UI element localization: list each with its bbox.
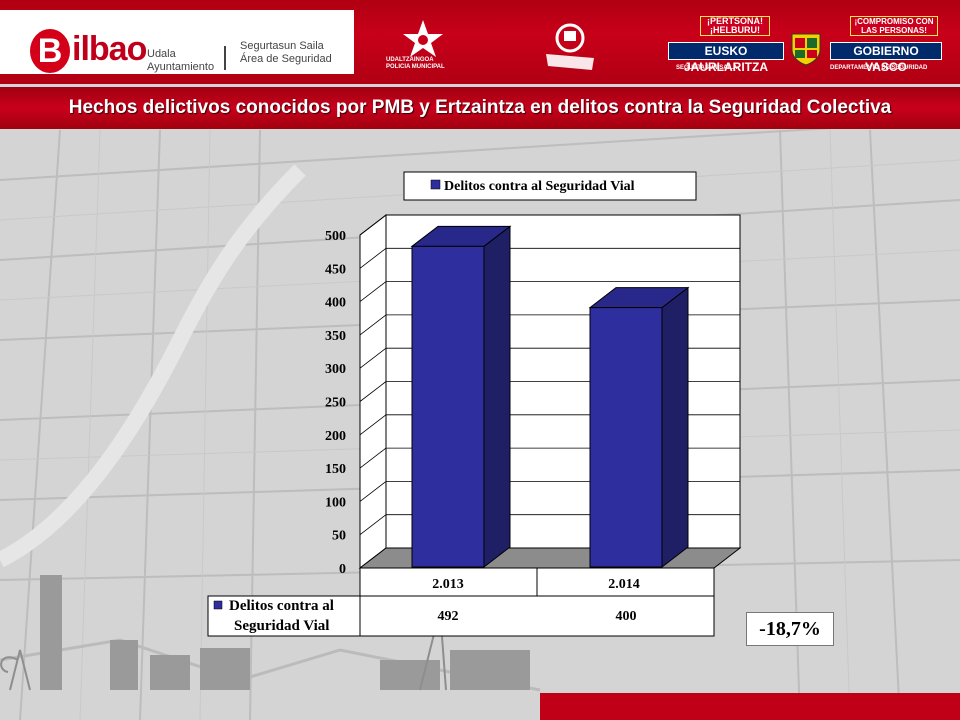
gobierno-vasco-label: GOBIERNO VASCO xyxy=(830,42,942,74)
percent-change-badge: -18,7% xyxy=(746,612,834,646)
bilbao-logo-letter: B xyxy=(30,29,70,73)
gridline-side-150 xyxy=(359,447,387,469)
gv-slogan-right: ¡COMPROMISO CON LAS PERSONAS! xyxy=(850,16,938,36)
table-value-2013: 492 xyxy=(438,609,459,624)
y-tick-label-50: 50 xyxy=(332,529,346,544)
police-line-1: UDALTZAINGOA xyxy=(386,57,434,63)
gv-slogan-left: ¡PERTSONA! ¡HELBURU! xyxy=(700,16,770,36)
chart-legend-box xyxy=(403,171,697,201)
table-value-2014: 400 xyxy=(616,609,637,624)
gv-slogan-right-2: LAS PERSONAS! xyxy=(861,26,927,35)
page-title: Hechos delictivos conocidos por PMB y Er… xyxy=(68,97,892,118)
bar-side-2.014 xyxy=(661,286,689,569)
y-tick-label-150: 150 xyxy=(325,462,346,477)
y-tick-label-0: 0 xyxy=(339,562,346,577)
y-tick-label-450: 450 xyxy=(325,262,346,277)
udala-line-2: Ayuntamiento xyxy=(147,61,215,73)
departamento-seguridad-sub: DEPARTAMENTO DE SEGURIDAD xyxy=(830,65,928,71)
department-label: Segurtasun Saila Área de Seguridad xyxy=(240,40,332,66)
y-tick-label-500: 500 xyxy=(325,229,346,244)
y-tick-label-250: 250 xyxy=(325,396,346,411)
gridline-side-350 xyxy=(359,314,387,336)
table-legend-swatch xyxy=(213,600,223,610)
title-bar: Hechos delictivos conocidos por PMB y Er… xyxy=(0,87,960,129)
table-row-label-2: Seguridad Vial xyxy=(234,618,329,634)
table-header-2014: 2.014 xyxy=(608,577,640,592)
gridline-side-200 xyxy=(359,414,387,436)
bar-side-2.013 xyxy=(483,225,511,569)
basque-government-shield-icon xyxy=(791,33,821,66)
department-line-1: Segurtasun Saila xyxy=(240,40,324,52)
gridline-side-300 xyxy=(359,347,387,369)
bilbao-logo-word: ilbao xyxy=(72,30,147,68)
gv-slogan-right-1: ¡COMPROMISO CON xyxy=(854,17,934,26)
y-tick-label-100: 100 xyxy=(325,495,346,510)
udala-line-1: Udala xyxy=(147,48,176,60)
chart-bars xyxy=(410,225,690,569)
logo-divider xyxy=(224,46,226,70)
department-line-2: Área de Seguridad xyxy=(240,53,332,65)
table-row-label-1: Delitos contra al xyxy=(229,598,334,614)
bar-2.014 xyxy=(588,286,690,569)
legend-swatch xyxy=(430,179,441,190)
bottom-red-bar xyxy=(540,693,960,720)
chart-data-table: Delitos contra al Seguridad Vial 2.013 2… xyxy=(207,567,715,637)
legend-label: Delitos contra al Seguridad Vial xyxy=(444,179,635,194)
gridline-side-50 xyxy=(359,514,387,536)
police-line-2: POLICIA MUNICIPAL xyxy=(386,64,445,70)
gridline-side-250 xyxy=(359,381,387,402)
bar-2.013 xyxy=(410,225,512,569)
gridline-side-450 xyxy=(359,247,387,269)
bar-front-2.013 xyxy=(411,245,485,568)
bar-front-2.014 xyxy=(589,307,663,568)
y-tick-label-350: 350 xyxy=(325,329,346,344)
municipal-police-star-logo xyxy=(403,20,443,57)
gridline-side-100 xyxy=(359,481,387,502)
y-tick-label-400: 400 xyxy=(325,296,346,311)
gridline-side-500 xyxy=(359,214,387,236)
segurtasun-saila-sub: SEGURTASUN SAILA xyxy=(676,65,738,71)
gv-slogan-left-2: ¡HELBURU! xyxy=(710,25,760,35)
y-tick-label-200: 200 xyxy=(325,429,346,444)
table-header-2013: 2.013 xyxy=(432,577,464,592)
eusko-jaurlaritza-label: EUSKO JAURLARITZA xyxy=(668,42,784,74)
municipal-police-label: UDALTZAINGOA POLICIA MUNICIPAL xyxy=(386,57,445,71)
udala-ayuntamiento-label: Udala Ayuntamiento xyxy=(147,48,214,74)
top-header-bar: B ilbao Udala Ayuntamiento Segurtasun Sa… xyxy=(0,0,960,84)
bilbao-logo-panel: B ilbao Udala Ayuntamiento Segurtasun Sa… xyxy=(0,10,354,74)
gridline-side-400 xyxy=(359,281,387,302)
y-axis-ticks: 0 50 100 150 200 250 300 350 400 450 500 xyxy=(325,229,346,577)
y-tick-label-300: 300 xyxy=(325,362,346,377)
gv-slogan-left-1: ¡PERTSONA! xyxy=(707,16,763,26)
ertzaintza-emblem xyxy=(546,23,594,70)
